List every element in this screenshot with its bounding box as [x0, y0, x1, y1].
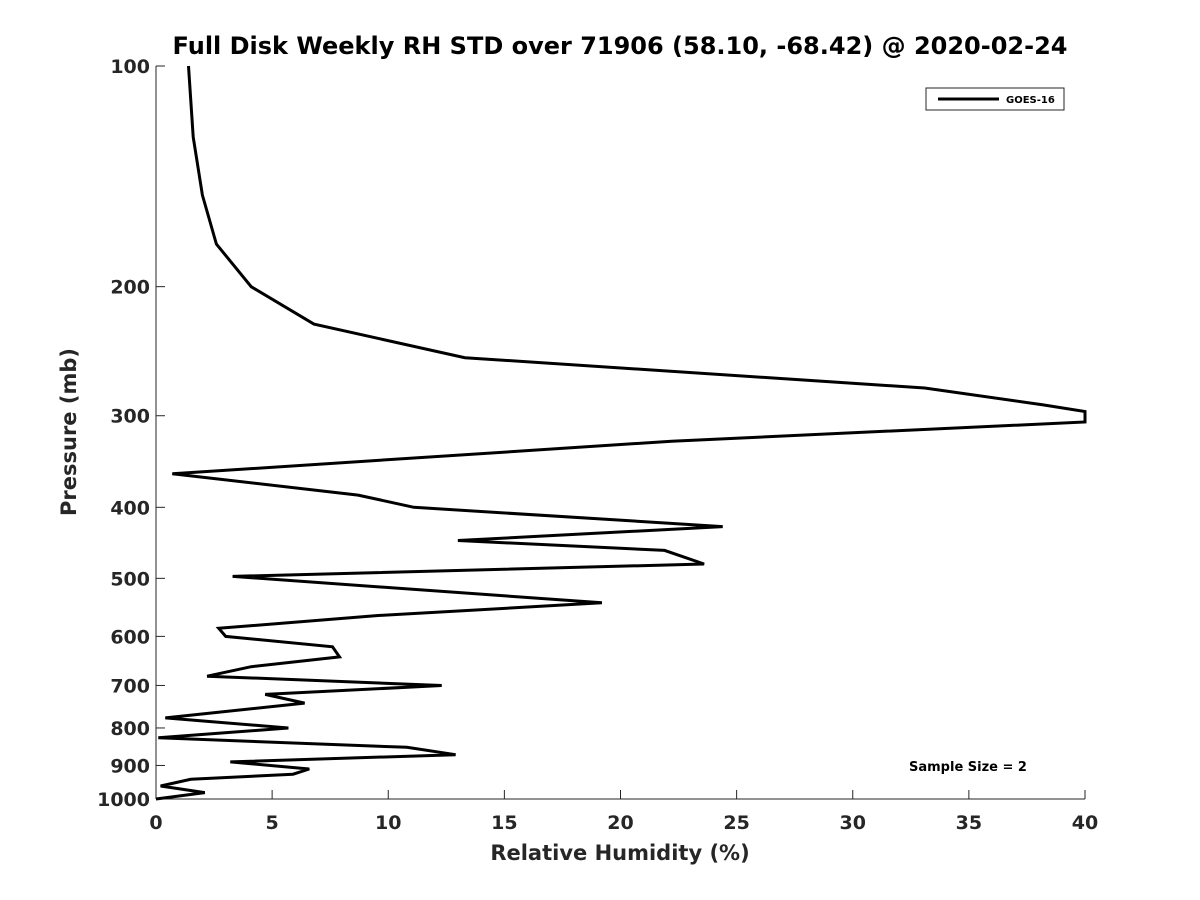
- y-tick-label: 600: [110, 626, 150, 648]
- y-tick-label: 200: [110, 277, 150, 299]
- y-tick-label: 400: [110, 497, 150, 519]
- y-tick-label: 300: [110, 406, 150, 428]
- x-tick-label: 10: [375, 812, 401, 834]
- y-axis-label: Pressure (mb): [57, 348, 81, 516]
- series-line-goes-16: [155, 65, 1087, 801]
- x-tick-label: 15: [491, 812, 517, 834]
- chart-title: Full Disk Weekly RH STD over 71906 (58.1…: [173, 32, 1068, 60]
- x-tick-label: 30: [840, 812, 866, 834]
- x-tick-label: 0: [149, 812, 162, 834]
- x-tick-label: 5: [266, 812, 279, 834]
- y-tick-label: 900: [110, 755, 150, 777]
- plot-axes: 0 5 10 15 20 25 30 35 40 100 200 300 400 500 600 700 800…: [97, 56, 1098, 834]
- sample-size-annotation: Sample Size = 2: [909, 760, 1027, 775]
- series-layer: [155, 65, 1087, 801]
- y-tick-label: 700: [110, 675, 150, 697]
- legend: GOES-16: [925, 87, 1065, 111]
- y-tick-label: 500: [110, 568, 150, 590]
- legend-label-goes-16: GOES-16: [1006, 95, 1055, 106]
- x-tick-label: 25: [723, 812, 749, 834]
- y-tick-label: 800: [110, 718, 150, 740]
- x-tick-label: 35: [956, 812, 982, 834]
- x-tick-label: 40: [1072, 812, 1098, 834]
- y-tick-label: 1000: [97, 789, 150, 811]
- y-tick-label: 100: [110, 56, 150, 78]
- x-axis-label: Relative Humidity (%): [490, 841, 749, 865]
- x-tick-label: 20: [607, 812, 633, 834]
